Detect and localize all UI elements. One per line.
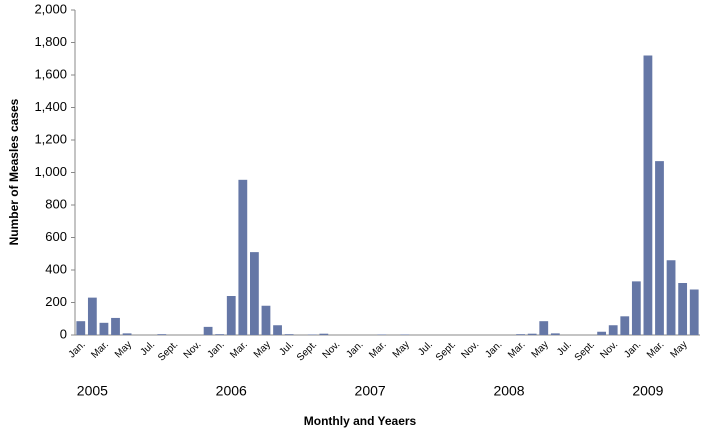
x-tick-label: Sept. xyxy=(295,339,319,363)
bar xyxy=(284,334,294,335)
bar xyxy=(238,179,248,335)
y-axis-title: Number of Measles cases xyxy=(7,98,21,245)
y-tick-label: 1,200 xyxy=(34,131,67,146)
x-tick-label: Jan. xyxy=(67,339,88,360)
x-tick-label: Sept. xyxy=(156,339,180,363)
bar xyxy=(550,333,560,335)
x-tick-label: May xyxy=(391,339,412,360)
year-label: 2006 xyxy=(216,383,247,399)
year-label: 2007 xyxy=(355,383,386,399)
year-label: 2009 xyxy=(632,383,663,399)
x-tick-label: May xyxy=(252,339,273,360)
bar xyxy=(516,334,525,335)
bar xyxy=(215,334,225,335)
x-tick-label: Nov. xyxy=(459,339,481,361)
x-tick-label: Jul. xyxy=(138,339,157,358)
x-tick-label: Mar. xyxy=(367,339,389,361)
bar xyxy=(157,334,167,335)
x-tick-label: Sept. xyxy=(434,339,458,363)
x-tick-label: Mar. xyxy=(645,339,667,361)
x-tick-label: Mar. xyxy=(228,339,250,361)
x-tick-label: May xyxy=(530,339,551,360)
x-tick-label: Jul. xyxy=(277,339,296,358)
y-tick-label: 1,800 xyxy=(34,34,67,49)
bar xyxy=(250,252,259,335)
y-tick-label: 1,600 xyxy=(34,66,67,81)
x-tick-label: Jul. xyxy=(555,339,574,358)
x-tick-label: May xyxy=(668,339,689,360)
y-tick-label: 0 xyxy=(60,326,67,341)
bar xyxy=(620,316,630,335)
x-tick-label: May xyxy=(113,339,134,360)
x-tick-label: Jan. xyxy=(622,339,643,360)
y-tick-label: 600 xyxy=(45,229,67,244)
year-label: 2008 xyxy=(493,383,524,399)
y-tick-label: 200 xyxy=(45,294,67,309)
x-tick-label: Jul. xyxy=(416,339,435,358)
bar xyxy=(319,333,329,335)
bar xyxy=(539,321,549,335)
bar xyxy=(608,325,618,335)
bar xyxy=(226,296,236,335)
x-tick-label: Nov. xyxy=(598,339,620,361)
bar xyxy=(655,161,664,335)
bar xyxy=(203,326,213,335)
bar xyxy=(87,297,97,335)
y-tick-label: 800 xyxy=(45,196,67,211)
bar xyxy=(99,322,109,335)
y-tick-label: 1,400 xyxy=(34,99,67,114)
x-tick-label: Sept. xyxy=(573,339,597,363)
y-tick-label: 1,000 xyxy=(34,164,67,179)
bar xyxy=(76,321,86,335)
x-tick-label: Jan. xyxy=(206,339,227,360)
bar xyxy=(643,55,653,335)
x-tick-label: Jan. xyxy=(483,339,504,360)
x-axis-title: Monthly and Yeaers xyxy=(304,414,417,428)
x-tick-label: Nov. xyxy=(321,339,343,361)
x-tick-label: Jan. xyxy=(344,339,365,360)
bar xyxy=(122,333,132,335)
bar xyxy=(678,283,688,335)
y-tick-label: 2,000 xyxy=(34,1,67,16)
bar xyxy=(273,325,282,335)
bar xyxy=(111,317,120,335)
bar xyxy=(597,331,607,335)
bar xyxy=(631,281,641,335)
year-label: 2005 xyxy=(77,383,108,399)
bar xyxy=(689,289,699,335)
bar xyxy=(666,260,676,335)
y-tick-label: 400 xyxy=(45,261,67,276)
x-tick-label: Nov. xyxy=(182,339,204,361)
x-tick-label: Mar. xyxy=(506,339,528,361)
x-tick-label: Mar. xyxy=(89,339,111,361)
bar xyxy=(261,305,271,335)
bar xyxy=(527,333,537,335)
